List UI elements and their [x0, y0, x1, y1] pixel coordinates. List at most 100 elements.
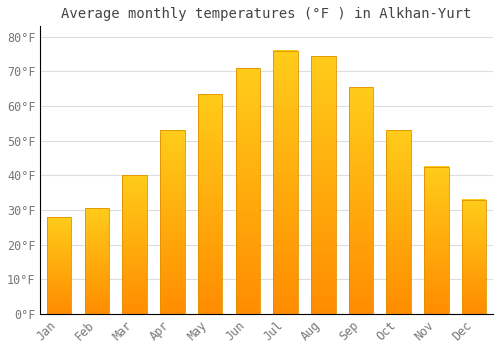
Bar: [386, 196, 411, 198]
Bar: [122, 207, 147, 209]
Bar: [424, 258, 448, 259]
Bar: [348, 164, 374, 166]
Bar: [198, 283, 222, 285]
Bar: [84, 248, 109, 250]
Bar: [84, 257, 109, 258]
Bar: [424, 305, 448, 307]
Bar: [236, 245, 260, 247]
Bar: [160, 182, 184, 183]
Bar: [160, 238, 184, 240]
Bar: [84, 218, 109, 219]
Bar: [84, 265, 109, 266]
Bar: [160, 260, 184, 262]
Bar: [424, 281, 448, 283]
Bar: [274, 251, 298, 253]
Bar: [160, 215, 184, 217]
Bar: [236, 127, 260, 130]
Bar: [348, 280, 374, 282]
Bar: [47, 312, 72, 313]
Bar: [236, 122, 260, 125]
Bar: [198, 140, 222, 142]
Bar: [84, 270, 109, 271]
Bar: [236, 215, 260, 218]
Bar: [348, 137, 374, 139]
Bar: [84, 232, 109, 233]
Bar: [160, 253, 184, 255]
Bar: [236, 311, 260, 314]
Bar: [274, 64, 298, 66]
Bar: [122, 293, 147, 294]
Bar: [47, 245, 72, 246]
Bar: [160, 268, 184, 270]
Bar: [462, 218, 486, 219]
Bar: [236, 299, 260, 302]
Bar: [274, 61, 298, 64]
Bar: [122, 285, 147, 286]
Bar: [198, 281, 222, 283]
Bar: [84, 268, 109, 270]
Bar: [348, 141, 374, 144]
Bar: [47, 261, 72, 262]
Bar: [236, 255, 260, 257]
Bar: [386, 255, 411, 257]
Bar: [386, 205, 411, 207]
Bar: [198, 292, 222, 294]
Bar: [236, 198, 260, 201]
Bar: [84, 306, 109, 308]
Bar: [47, 265, 72, 266]
Bar: [386, 251, 411, 253]
Bar: [462, 296, 486, 298]
Bar: [84, 245, 109, 246]
Bar: [160, 306, 184, 308]
Bar: [462, 199, 486, 314]
Bar: [84, 214, 109, 216]
Bar: [122, 217, 147, 218]
Bar: [122, 212, 147, 214]
Bar: [462, 246, 486, 247]
Bar: [348, 209, 374, 212]
Bar: [47, 289, 72, 290]
Bar: [84, 310, 109, 312]
Bar: [84, 244, 109, 245]
Bar: [84, 208, 109, 314]
Bar: [274, 274, 298, 277]
Bar: [122, 283, 147, 285]
Bar: [84, 238, 109, 239]
Bar: [311, 159, 336, 162]
Bar: [348, 132, 374, 135]
Bar: [424, 236, 448, 237]
Bar: [462, 219, 486, 220]
Bar: [198, 142, 222, 145]
Bar: [236, 294, 260, 297]
Bar: [462, 265, 486, 266]
Bar: [386, 288, 411, 290]
Bar: [311, 187, 336, 190]
Bar: [160, 297, 184, 299]
Bar: [47, 257, 72, 258]
Bar: [122, 241, 147, 243]
Bar: [198, 245, 222, 248]
Bar: [424, 252, 448, 253]
Bar: [462, 286, 486, 288]
Bar: [84, 281, 109, 282]
Bar: [236, 213, 260, 216]
Bar: [386, 235, 411, 237]
Bar: [122, 294, 147, 296]
Bar: [122, 175, 147, 314]
Bar: [47, 303, 72, 304]
Bar: [348, 107, 374, 110]
Bar: [462, 279, 486, 281]
Bar: [198, 166, 222, 169]
Bar: [274, 132, 298, 135]
Bar: [122, 211, 147, 213]
Bar: [386, 211, 411, 213]
Bar: [311, 221, 336, 224]
Bar: [236, 169, 260, 171]
Bar: [424, 224, 448, 225]
Bar: [462, 244, 486, 245]
Bar: [274, 158, 298, 161]
Bar: [122, 244, 147, 246]
Bar: [424, 234, 448, 236]
Bar: [160, 165, 184, 167]
Bar: [236, 154, 260, 156]
